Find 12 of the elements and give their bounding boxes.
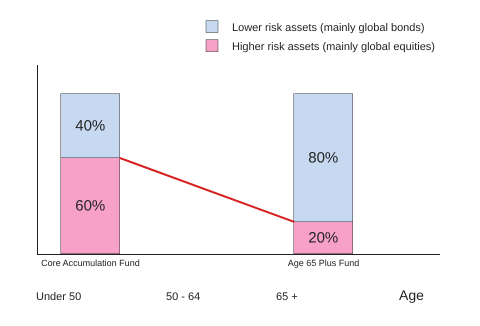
x-tick-label: Age 65 Plus Fund: [288, 258, 360, 268]
data-label: 40%: [75, 117, 106, 134]
data-label: 60%: [75, 197, 106, 214]
data-label: 80%: [308, 149, 338, 166]
legend-label: Higher risk assets (mainly global equities): [232, 40, 435, 53]
x-tick-label: Core Accumulation Fund: [41, 258, 140, 268]
text: Age: [399, 287, 424, 303]
legend-label: Lower risk assets (mainly global bonds): [232, 22, 425, 34]
text: 65 +: [276, 291, 298, 303]
data-label: 20%: [308, 229, 338, 246]
text: 50 - 64: [166, 291, 200, 303]
text: Under 50: [36, 291, 82, 303]
